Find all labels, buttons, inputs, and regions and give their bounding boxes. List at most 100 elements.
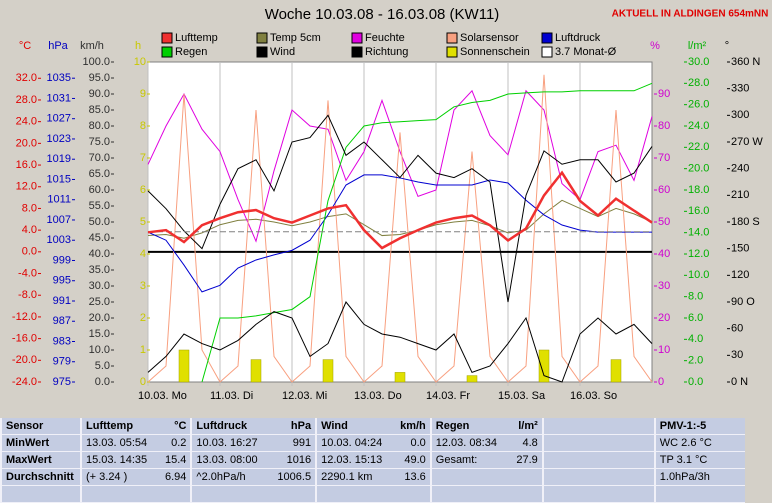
- legend-label: Regen: [175, 46, 207, 58]
- cell: 15.4: [165, 454, 187, 466]
- y-tick-label: -12.0: [12, 311, 37, 323]
- x-tick-label: 14.03. Fr: [426, 390, 470, 402]
- y-tick-label: 40: [658, 248, 670, 260]
- y-tick-label: 979: [53, 356, 71, 368]
- bar: [466, 375, 478, 383]
- y-tick-label: 25.0: [89, 296, 110, 308]
- x-tick-label: 11.03. Di: [210, 390, 253, 402]
- y-tick-label: 2.0: [688, 355, 703, 367]
- y-tick-label: 15.0: [89, 328, 110, 340]
- y-tick-label: 999: [53, 254, 71, 266]
- x-tick-label: 16.03. So: [570, 390, 617, 402]
- y-tick-label: 360 N: [731, 56, 760, 68]
- cell: 991: [292, 437, 312, 449]
- y-tick-label: 5.0: [95, 360, 110, 372]
- bar: [394, 372, 406, 383]
- cell: 4.8: [522, 437, 538, 449]
- x-tick-label: 15.03. Sa: [498, 390, 546, 402]
- cell: [541, 418, 655, 435]
- cell: °C: [174, 420, 187, 432]
- y-tick-label: 90 O: [731, 296, 755, 308]
- y-tick-label: 10.0: [688, 269, 709, 281]
- y-tick-label: 32.0: [16, 72, 37, 84]
- y-tick-label: 1011: [47, 194, 71, 206]
- y-tick-label: 50: [658, 216, 670, 228]
- y-tick-label: 987: [53, 315, 71, 327]
- x-tick-label: 12.03. Mi: [282, 390, 327, 402]
- x-tick-label: 10.03. Mo: [138, 390, 187, 402]
- y-tick-label: 60: [658, 184, 670, 196]
- y-tick-label: 85.0: [89, 104, 110, 116]
- y-tick-label: 90: [658, 88, 670, 100]
- series-line: [147, 170, 653, 250]
- y-tick-label: 100.0: [82, 56, 110, 68]
- cell: 27.9: [516, 454, 538, 466]
- y-tick-label: 20.0: [688, 163, 709, 175]
- y-tick-label: 80.0: [89, 120, 110, 132]
- cell: [429, 468, 507, 486]
- cell: MaxWert: [0, 451, 81, 469]
- y-tick-label: 24.0: [688, 120, 709, 132]
- y-tick-label: 12.0: [688, 248, 709, 260]
- cell: TP 3.1 °C: [653, 451, 745, 469]
- legend-label: Richtung: [365, 46, 408, 58]
- legend-swatch: [161, 46, 173, 58]
- table-row: MaxWert 15.03. 14:35 15.4 13.03. 08:00 101…: [0, 451, 745, 469]
- y-tick-label: 8.0: [688, 291, 703, 303]
- y-tick-label: 975: [53, 376, 71, 388]
- y-tick-label: 70: [658, 152, 670, 164]
- cell: 1016: [286, 454, 312, 466]
- legend-label: Temp 5cm: [270, 32, 321, 44]
- legend-swatch: [161, 32, 173, 44]
- legend-swatch: [256, 46, 268, 58]
- y-tick-label: 20: [658, 312, 670, 324]
- y-tick-label: 270 W: [731, 136, 763, 148]
- plot-area: [147, 61, 653, 383]
- y-tick-label: 60.0: [89, 184, 110, 196]
- legend-swatch: [351, 32, 363, 44]
- y-tick-label: 20.0: [89, 312, 110, 324]
- y-tick-label: 150: [731, 243, 749, 255]
- cell: km/h: [400, 420, 426, 432]
- y-tick-label: 60: [731, 323, 743, 335]
- series-line: [147, 114, 653, 303]
- cell: 1.0hPa/3h: [653, 468, 745, 486]
- y-tick-label: 1015: [47, 173, 71, 185]
- cell: MinWert: [0, 434, 81, 452]
- cell: 13.6: [404, 471, 426, 483]
- y-tick-label: 1023: [47, 133, 71, 145]
- series-line: [147, 199, 653, 239]
- y-tick-label: 22.0: [688, 141, 709, 153]
- y-tick-label: 9: [140, 88, 146, 100]
- legend-swatch: [446, 46, 458, 58]
- axis-label: °C: [19, 40, 31, 52]
- chart-title: Woche 10.03.08 - 16.03.08 (KW11): [265, 6, 500, 23]
- cell: Luftdruck: [190, 418, 274, 435]
- y-tick-label: 983: [53, 335, 71, 347]
- y-tick-label: 26.0: [688, 99, 709, 111]
- y-tick-label: 35.0: [89, 264, 110, 276]
- cell: 12.03. 15:13: [315, 451, 397, 469]
- y-tick-label: 1: [140, 344, 146, 356]
- legend-label: Feuchte: [365, 32, 405, 44]
- y-tick-label: 1019: [47, 153, 71, 165]
- y-tick-label: 95.0: [89, 72, 110, 84]
- table-row: [0, 485, 745, 503]
- cell: 13.03. 08:00: [190, 451, 274, 469]
- y-tick-label: 6.0: [688, 312, 703, 324]
- y-tick-label: 210: [731, 189, 749, 201]
- y-tick-label: 14.0: [688, 227, 709, 239]
- y-tick-label: 1035: [47, 72, 71, 84]
- cell: PMV-1:-5: [653, 418, 745, 435]
- y-tick-label: 12.0: [16, 181, 37, 193]
- y-tick-label: 65.0: [89, 168, 110, 180]
- series-line: [147, 301, 653, 383]
- axis-label: hPa: [48, 40, 68, 52]
- cell: 6.94: [165, 471, 187, 483]
- y-tick-label: 0.0: [22, 246, 37, 258]
- y-tick-label: 10: [134, 56, 146, 68]
- cell: 1006.5: [277, 471, 312, 483]
- y-tick-label: -4.0: [18, 267, 37, 279]
- y-tick-label: -20.0: [12, 354, 37, 366]
- series-line: [201, 82, 653, 383]
